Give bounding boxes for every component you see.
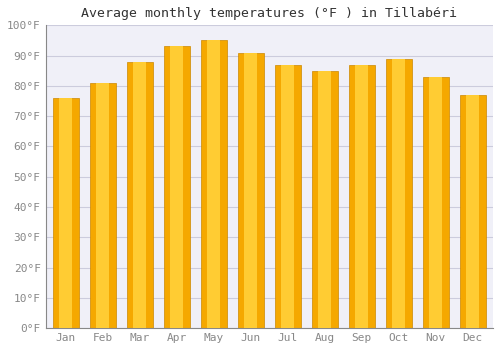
Bar [356, 65, 368, 328]
Bar [386, 58, 411, 328]
Bar [208, 40, 220, 328]
Bar [127, 62, 153, 328]
Bar [170, 47, 183, 328]
Bar [318, 71, 332, 328]
Bar [466, 95, 479, 328]
Bar [238, 52, 264, 328]
Bar [201, 40, 227, 328]
Bar [134, 62, 146, 328]
Bar [275, 65, 300, 328]
Bar [96, 83, 110, 328]
Title: Average monthly temperatures (°F ) in Tillabéri: Average monthly temperatures (°F ) in Ti… [82, 7, 458, 20]
Bar [53, 98, 79, 328]
Bar [423, 77, 448, 328]
Bar [90, 83, 116, 328]
Bar [244, 52, 258, 328]
Bar [460, 95, 485, 328]
Bar [312, 71, 338, 328]
Bar [282, 65, 294, 328]
Bar [60, 98, 72, 328]
Bar [430, 77, 442, 328]
Bar [164, 47, 190, 328]
Bar [392, 58, 405, 328]
Bar [349, 65, 374, 328]
